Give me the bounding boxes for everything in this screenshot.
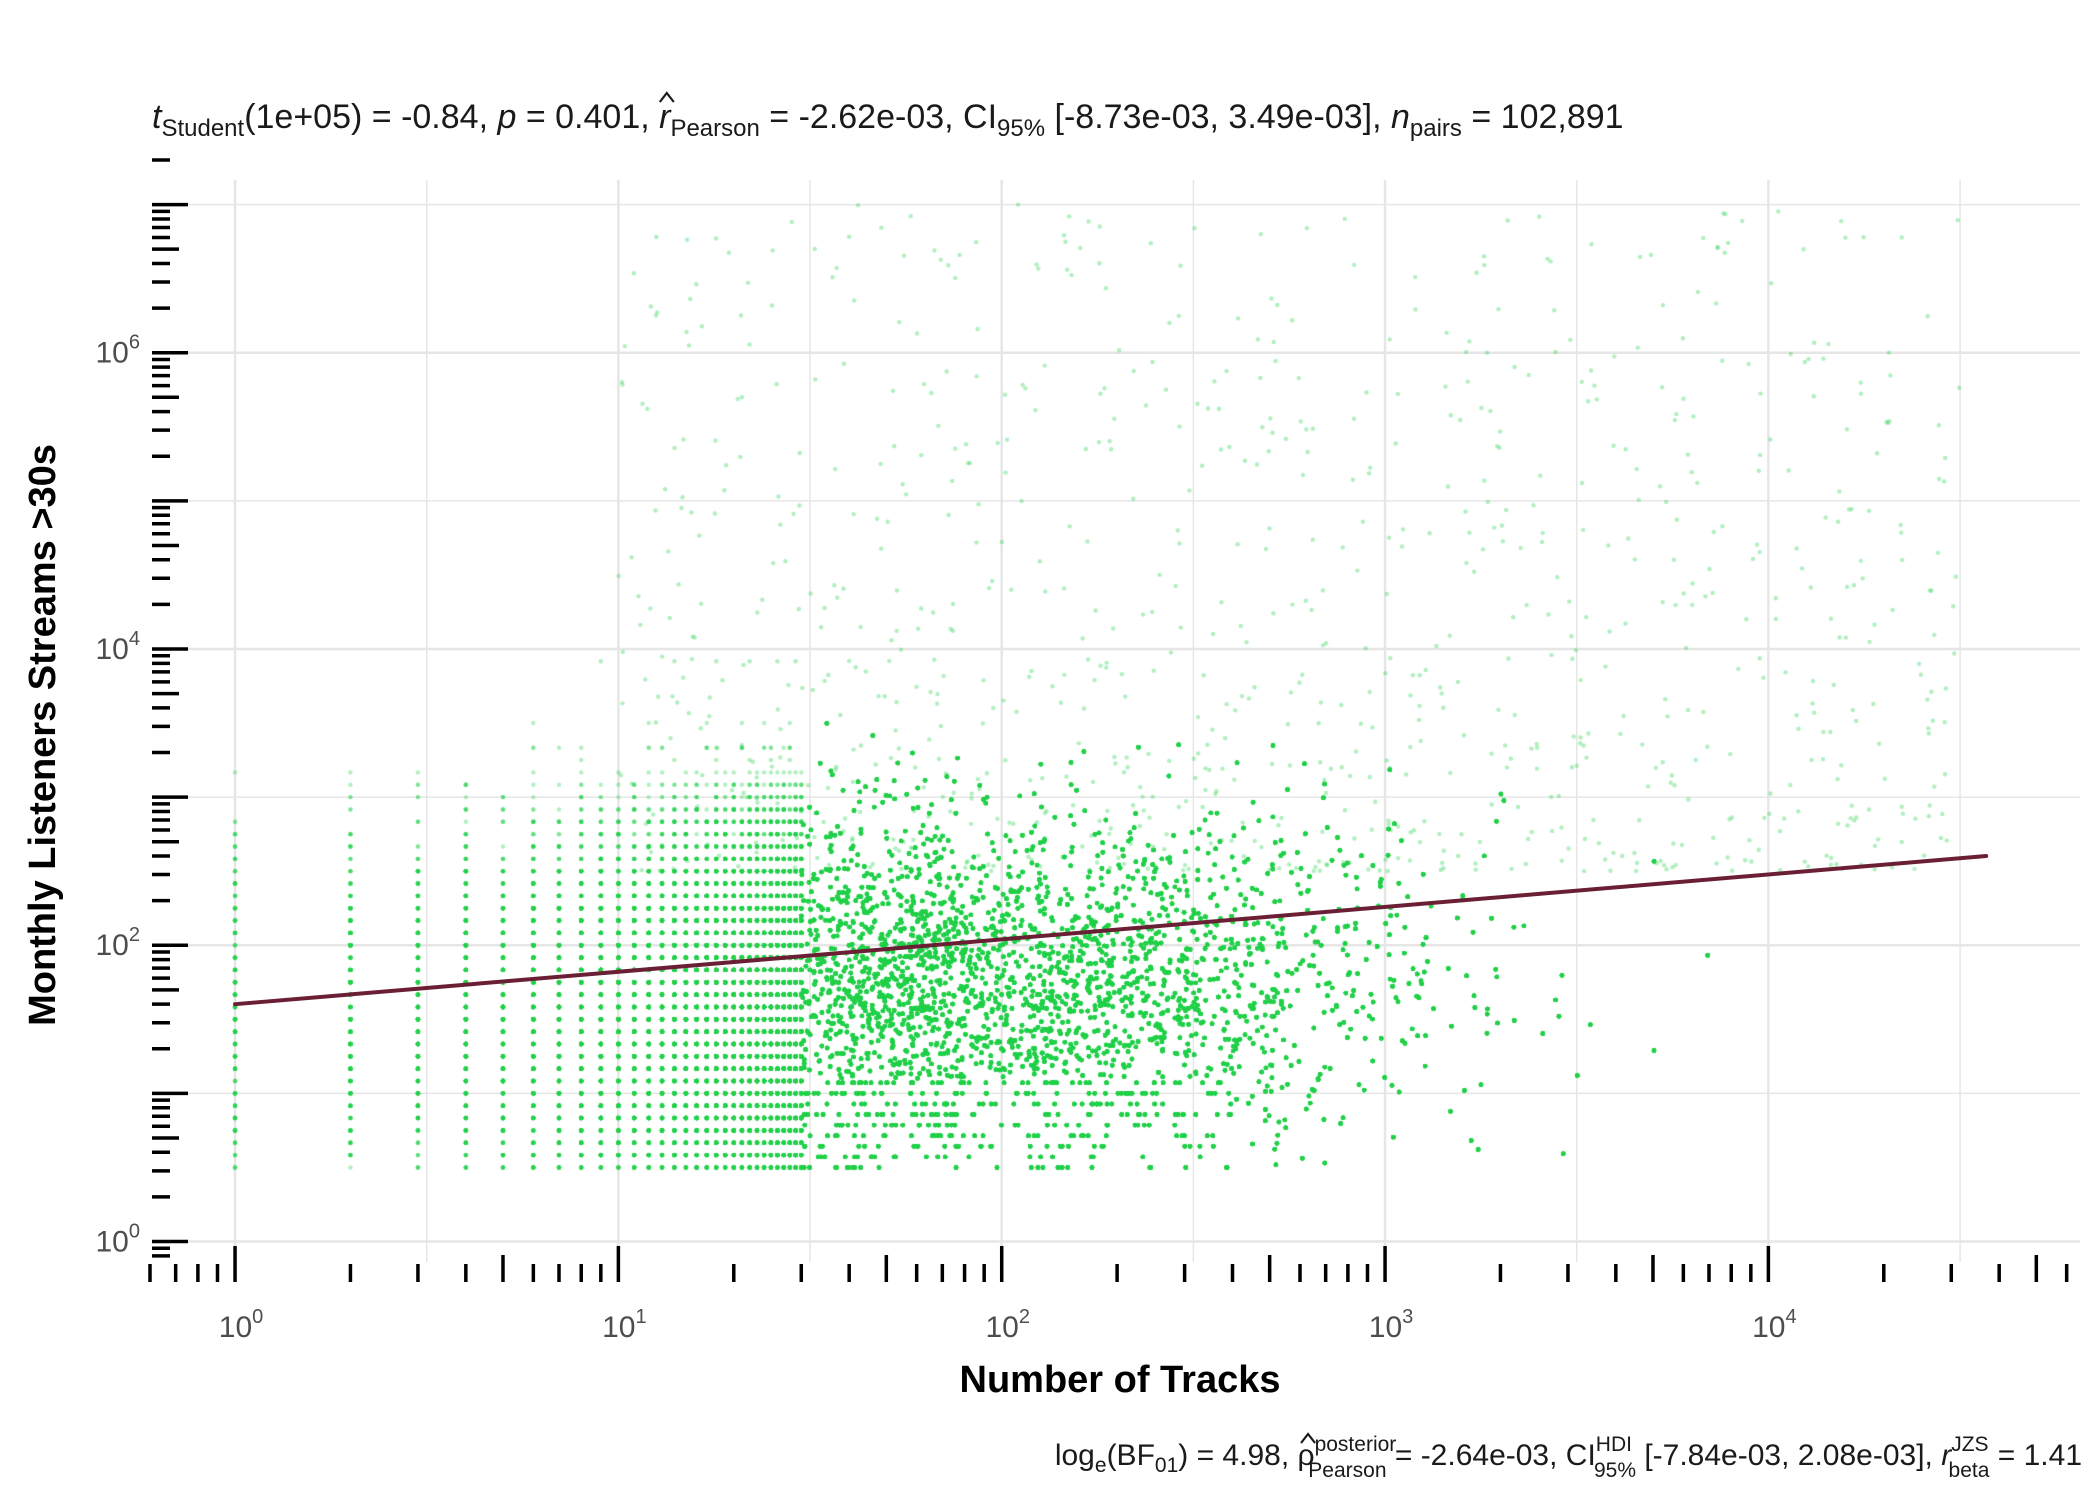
title-ci-sub: 95% xyxy=(997,115,1045,142)
x-axis-title: Number of Tracks xyxy=(960,1359,1281,1401)
sub-ci-sub: 95% xyxy=(1594,1459,1636,1482)
sub-r-val: = 1.41 xyxy=(1989,1439,2082,1472)
title-n-sub: pairs xyxy=(1410,115,1462,142)
y-tick-label: 104 xyxy=(96,628,141,666)
x-tick-label: 102 xyxy=(985,1306,1030,1344)
title-n-val: = 102,891 xyxy=(1462,98,1624,136)
x-tick-label: 101 xyxy=(602,1306,647,1344)
points-layer xyxy=(150,160,2080,1260)
sub-r-sub: beta xyxy=(1949,1459,1990,1482)
regression-line xyxy=(233,854,1989,1007)
chart-subtitle: loge(BF01) = 4.98, ρposterior Pearson = -… xyxy=(1055,1433,2082,1482)
y-axis-tick-labels: 100 102 104 106 xyxy=(96,332,141,1259)
title-t: t xyxy=(152,98,163,136)
title-n: n xyxy=(1391,98,1410,136)
x-axis-tick-labels: 100 101 102 103 104 xyxy=(219,1306,1797,1344)
sub-ci-val: [-7.84e-03, 2.08e-03], xyxy=(1636,1439,1941,1472)
hat-accent xyxy=(658,91,675,103)
y-tick-label: 106 xyxy=(96,332,141,370)
x-tick-label: 103 xyxy=(1369,1306,1414,1344)
sub-log-sub: e xyxy=(1095,1454,1107,1477)
y-tick-label: 102 xyxy=(96,924,141,962)
sub-log: log xyxy=(1055,1439,1095,1472)
title-r-val: = -2.62e-03, CI xyxy=(760,98,997,136)
title-r-sub: Pearson xyxy=(670,115,759,142)
sub-rho-sub: Pearson xyxy=(1308,1459,1386,1482)
title-p: p xyxy=(496,98,516,136)
hat-accent xyxy=(1300,1432,1316,1444)
y-axis-title: Monthly Listeners Streams >30s xyxy=(22,444,64,1026)
sub-r-sup: JZS xyxy=(1951,1433,1988,1456)
sub-bf-sub: 01 xyxy=(1155,1454,1178,1477)
y-tick-label: 100 xyxy=(96,1220,141,1258)
y-axis-ticks xyxy=(152,158,188,1258)
x-tick-label: 100 xyxy=(219,1306,263,1344)
title-t-val: (1e+05) = -0.84, xyxy=(244,98,497,136)
x-tick-label: 104 xyxy=(1752,1306,1797,1344)
sub-rho-sup: posterior xyxy=(1315,1433,1397,1456)
title-t-sub: Student xyxy=(161,115,244,142)
x-axis-ticks xyxy=(148,1246,2069,1282)
title-ci-val: [-8.73e-03, 3.49e-03], xyxy=(1045,98,1391,136)
sub-rho-val: = -2.64e-03, CI xyxy=(1387,1439,1596,1472)
sub-bf: (BF xyxy=(1107,1439,1155,1472)
sub-ci-sup: HDI xyxy=(1596,1433,1632,1456)
chart-title: tStudent(1e+05) = -0.84, p = 0.401, rPea… xyxy=(152,98,1624,142)
title-r: r xyxy=(659,98,672,136)
title-p-val: = 0.401, xyxy=(516,98,659,136)
sub-bf-val: ) = 4.98, xyxy=(1178,1439,1297,1472)
sub-r: r xyxy=(1941,1439,1952,1472)
sub-rho: ρ xyxy=(1298,1439,1315,1472)
